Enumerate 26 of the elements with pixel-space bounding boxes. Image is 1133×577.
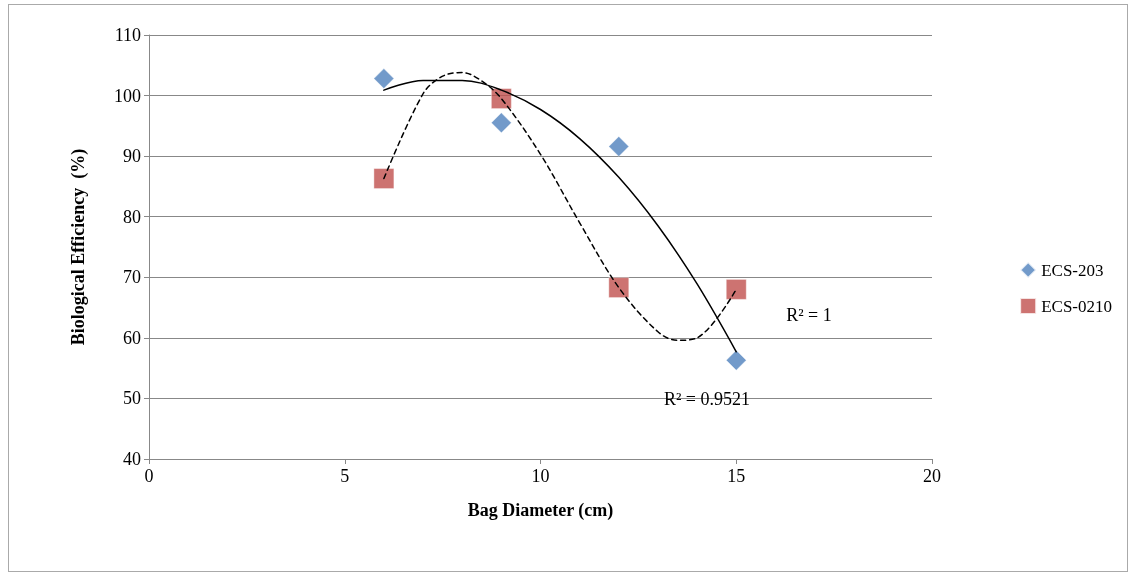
y-tick-label: 50 xyxy=(123,388,141,409)
point xyxy=(491,112,512,134)
y-tick-label: 110 xyxy=(114,25,141,45)
y-tick-label: 60 xyxy=(123,327,141,348)
x-axis-title: Bag Diameter (cm) xyxy=(467,500,614,521)
x-tick-label: 5 xyxy=(340,466,350,486)
y-tick-label: 70 xyxy=(123,267,141,288)
x-tick-label: 15 xyxy=(727,466,746,486)
annotation: R² = 0.9521 xyxy=(663,389,751,409)
point xyxy=(608,277,630,298)
y-axis-title: Biological Efficiency (%) xyxy=(68,148,89,346)
point xyxy=(608,136,630,157)
annotation: R² = 1 xyxy=(786,305,832,325)
legend-label: ECS-203 xyxy=(1041,260,1104,280)
y-tick-label: 80 xyxy=(123,206,141,227)
x-tick-label: 0 xyxy=(144,466,154,486)
y-tick-label: 90 xyxy=(123,146,141,167)
point xyxy=(373,68,395,89)
y-tick-label: 100 xyxy=(114,85,141,106)
point xyxy=(726,350,747,371)
x-tick-label: 20 xyxy=(923,466,941,486)
legend-label: ECS-0210 xyxy=(1041,296,1112,316)
point xyxy=(373,168,395,189)
point xyxy=(726,279,747,300)
y-tick-label: 40 xyxy=(123,449,141,469)
x-tick-label: 10 xyxy=(531,466,550,486)
